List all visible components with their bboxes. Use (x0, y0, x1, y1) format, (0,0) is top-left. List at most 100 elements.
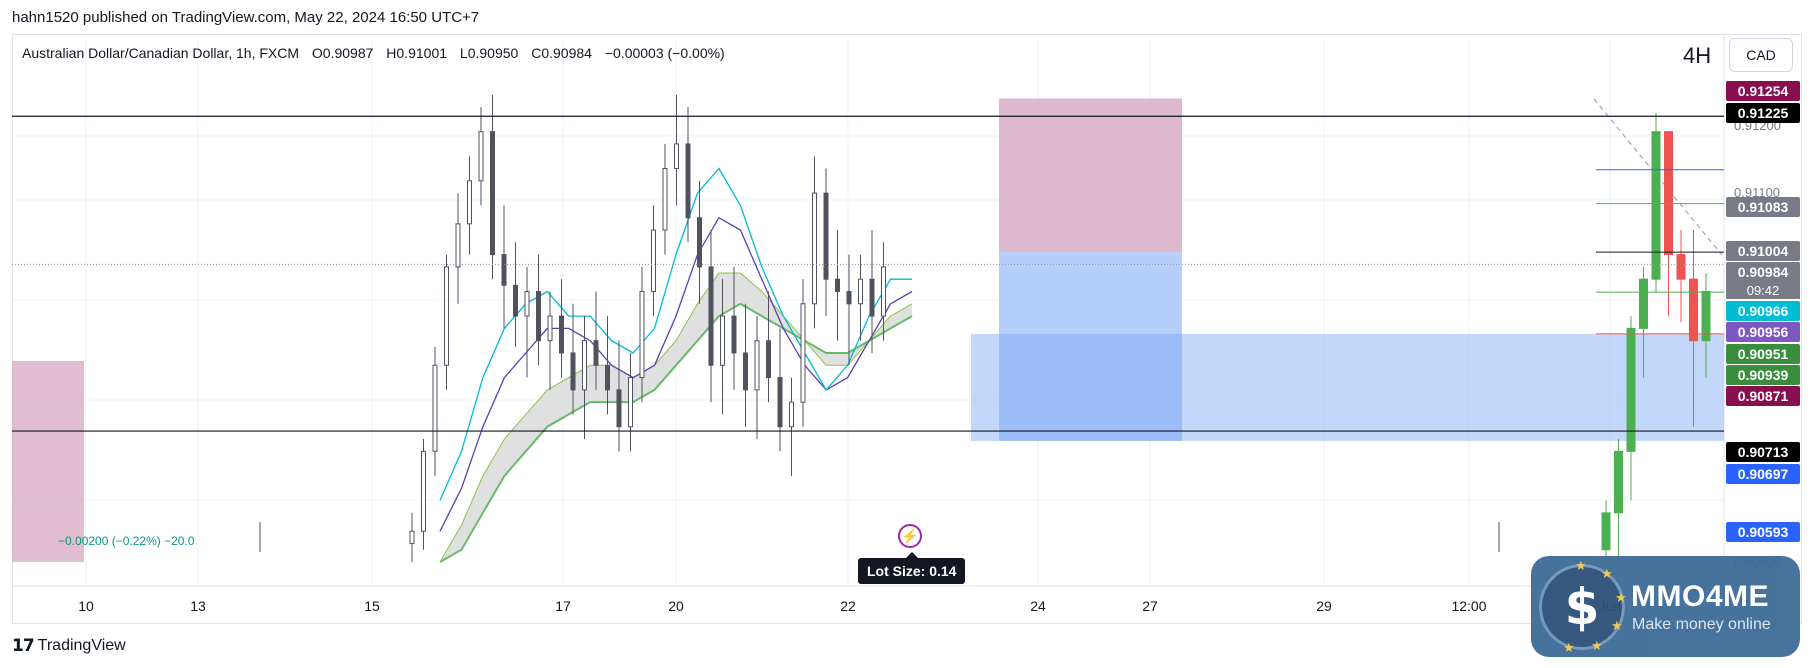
ema-ribbon (440, 273, 912, 562)
candle-body (444, 266, 449, 366)
watermark-name: MMO4ME (1631, 580, 1769, 613)
high-label: H (386, 45, 397, 61)
time-tick: 24 (1030, 598, 1046, 614)
currency-button[interactable]: CAD (1729, 38, 1793, 72)
footer: 𝟭𝟳 TradingView (12, 636, 126, 656)
candle-body (467, 180, 472, 225)
candle-body (1664, 131, 1673, 256)
demand-zone (971, 333, 1724, 441)
price-label-text: 0.90956 (1738, 324, 1789, 340)
low-label: L (459, 45, 468, 61)
candle-body (513, 284, 518, 317)
stop-loss-zone (999, 98, 1182, 253)
price-label-tag (1726, 464, 1800, 484)
candle-body (812, 192, 817, 305)
open-value: 0.90987 (322, 45, 374, 61)
price-label-text: 0.90939 (1738, 367, 1789, 383)
price-label-text: 0.91225 (1738, 105, 1789, 121)
candle-body (524, 290, 530, 317)
price-label-tag (1726, 442, 1800, 462)
candle-body (593, 340, 599, 366)
candle-body (455, 223, 461, 268)
time-tick: 27 (1142, 598, 1158, 614)
candle-body (743, 352, 748, 391)
price-label-text: 0.91004 (1738, 243, 1789, 259)
time-tick: 22 (840, 598, 856, 614)
grid-lines (12, 34, 1725, 624)
candle-body (432, 364, 438, 452)
candle-body (605, 364, 610, 391)
tradingview-logo-icon: 𝟭𝟳 (12, 636, 35, 655)
candle-body (582, 340, 587, 391)
price-label-text: 0.90593 (1738, 524, 1789, 540)
price-label-tag (1726, 241, 1800, 261)
price-label-text: 0.90697 (1738, 466, 1789, 482)
high-value: 0.91001 (396, 45, 448, 61)
lightning-icon[interactable]: ⚡ (898, 524, 922, 548)
ema-fast-line (439, 167, 912, 501)
time-tick: 10 (78, 598, 94, 614)
countdown-tag (1726, 281, 1800, 299)
candle-body (478, 131, 484, 182)
time-tick: 20 (668, 598, 684, 614)
candle-body (1701, 290, 1711, 342)
ema-slowest-line (439, 302, 913, 563)
ema-mid-line (439, 216, 913, 532)
candle-body (628, 377, 633, 428)
timeframe-badge: 4H (1683, 43, 1712, 68)
price-label-tag (1726, 197, 1800, 217)
close-label: C (531, 45, 542, 61)
symbol-legend: Australian Dollar/Canadian Dollar, 1h, F… (22, 45, 725, 61)
change-value: −0.00003 (−0.00%) (604, 45, 725, 61)
candle-body (881, 266, 886, 317)
candle-body (674, 143, 679, 170)
candle-body (685, 143, 691, 219)
price-label-text: 0.91254 (1738, 83, 1789, 99)
candle-body (559, 315, 564, 354)
candle-body (421, 450, 426, 532)
time-tick: 12:00 (1451, 598, 1486, 614)
candle-body (662, 168, 668, 231)
time-tick: 13 (190, 598, 206, 614)
open-label: O (311, 45, 323, 61)
publisher-line: hahn1520 published on TradingView.com, M… (12, 9, 480, 26)
candle-body (800, 303, 806, 403)
price-label-tag (1726, 322, 1800, 342)
candle-body (720, 315, 725, 366)
price-label-tag (1726, 386, 1800, 406)
time-tick: 17 (555, 598, 571, 614)
candle-body (846, 290, 852, 305)
candle-body (823, 192, 829, 280)
low-value: 0.90950 (467, 45, 519, 61)
price-label-tag (1726, 365, 1800, 385)
candle-body (639, 290, 645, 379)
candle-body (409, 530, 415, 545)
candle-body (869, 278, 875, 317)
price-label-text: 0.90951 (1738, 346, 1789, 362)
candle-body (1676, 254, 1686, 280)
candle-body (731, 315, 737, 354)
price-label-tag (1726, 262, 1800, 282)
price-label-tag (1726, 301, 1800, 321)
candle-body (536, 290, 541, 342)
candle-body (1614, 450, 1623, 514)
price-tick: 0.91100 (1734, 185, 1780, 200)
time-tick: 29 (1316, 598, 1332, 614)
candle-body (1651, 131, 1661, 280)
price-label-tag (1726, 344, 1800, 364)
watermark: $ ★ ★ ★ ★ ★ ★ MMO4ME Make money online (1531, 556, 1800, 657)
candle-body (547, 315, 553, 342)
candle-body (697, 217, 702, 268)
price-label-tag (1726, 81, 1800, 101)
candle-body (570, 352, 576, 391)
candle-body (651, 229, 656, 292)
price-label-text: 0.90966 (1738, 303, 1789, 319)
zones (12, 98, 1724, 562)
horizontal-levels (12, 115, 1724, 432)
candle-body (766, 340, 771, 379)
candle-body (1639, 278, 1648, 329)
candle-body (616, 389, 622, 428)
footer-brand[interactable]: TradingView (37, 637, 126, 654)
